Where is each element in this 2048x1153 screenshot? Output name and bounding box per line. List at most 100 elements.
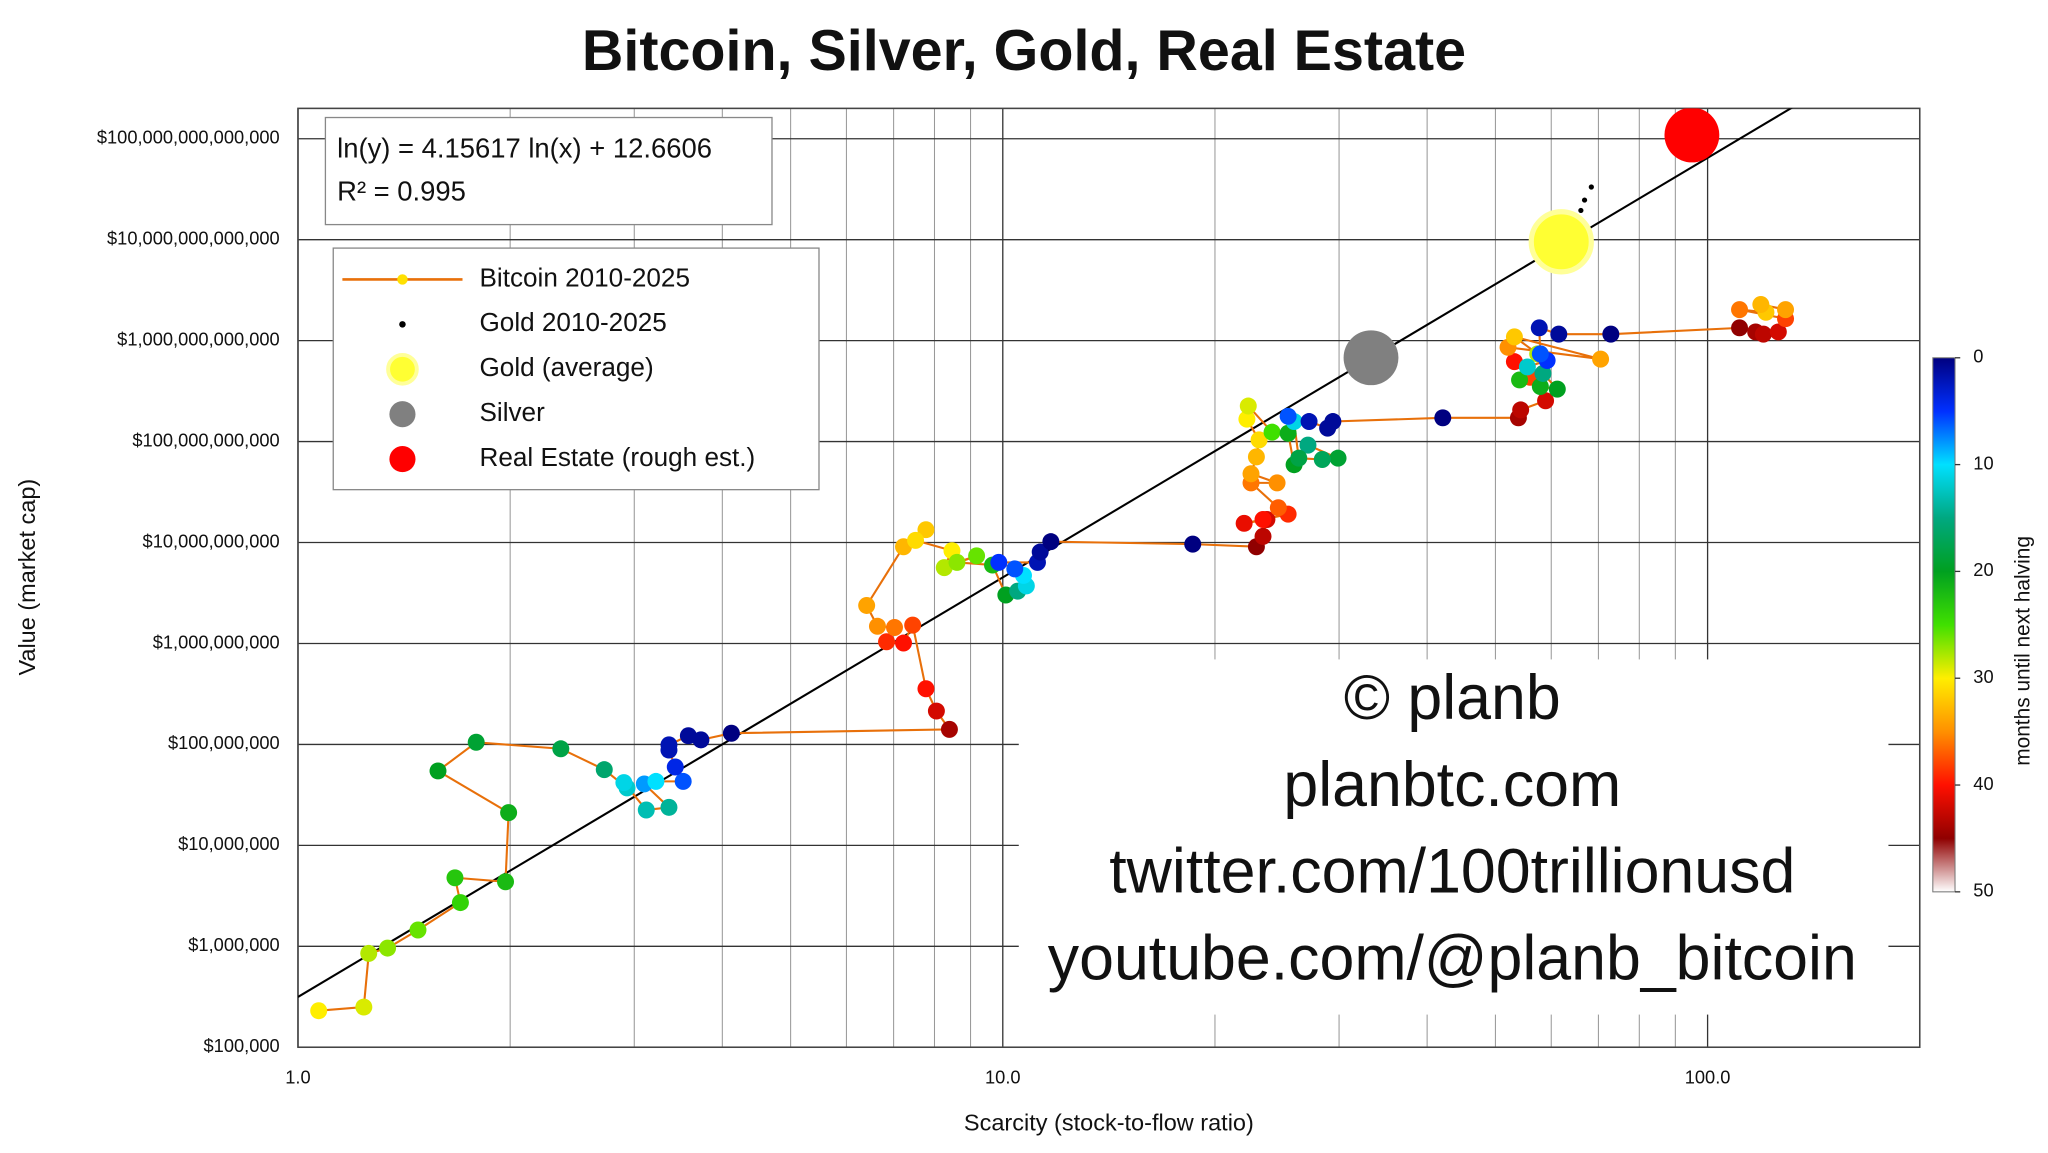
data-point	[1263, 423, 1281, 441]
data-point	[1313, 450, 1331, 468]
y-tick-label: $10,000,000,000,000	[107, 228, 280, 249]
data-point	[1548, 380, 1566, 398]
legend-marker	[399, 321, 406, 328]
y-tick-label: $1,000,000,000	[153, 631, 280, 652]
data-point	[1031, 543, 1049, 561]
data-point	[666, 758, 684, 776]
y-axis-label: Value (market cap)	[14, 479, 40, 676]
legend-label: Gold 2010-2025	[479, 307, 666, 337]
data-point	[1511, 371, 1529, 389]
data-point	[1518, 358, 1536, 376]
y-tick-label: $1,000,000,000,000	[117, 328, 280, 349]
data-point	[1731, 301, 1749, 319]
equation-frame	[324, 116, 773, 226]
data-point	[1269, 499, 1287, 517]
data-point	[1324, 413, 1342, 431]
data-point	[1578, 207, 1584, 214]
legend-marker	[389, 401, 416, 428]
watermark-text: © planb	[1344, 663, 1561, 733]
data-point	[379, 939, 397, 957]
colorbar-tick-label: 10	[1973, 452, 1993, 473]
data-point	[917, 680, 935, 698]
watermark: © planb planbtc.com twitter.com/100trillio…	[1048, 663, 1857, 994]
legend: Bitcoin 2010-2025 Gold 2010-2025 Gold (ave…	[332, 247, 820, 491]
data-point	[1581, 197, 1588, 203]
data-point	[1250, 431, 1268, 449]
colorbar-tick-label: 40	[1973, 773, 1993, 794]
plot-area	[297, 108, 1795, 1020]
data-point	[497, 873, 515, 891]
data-point	[409, 921, 427, 939]
data-point	[895, 634, 912, 652]
fit-line	[297, 108, 1793, 998]
data-point	[858, 596, 876, 614]
x-tick-label: 10.0	[985, 1066, 1021, 1087]
y-tick-label: $10,000,000,000	[143, 530, 280, 551]
legend-label: Silver	[479, 397, 545, 427]
data-point	[1268, 474, 1286, 492]
data-point	[968, 547, 986, 565]
data-point	[1254, 511, 1272, 529]
data-point	[1528, 209, 1594, 275]
x-tick-label: 100.0	[1685, 1066, 1731, 1087]
data-point	[1006, 560, 1024, 578]
data-point	[660, 736, 678, 754]
y-tick-label: $10,000,000	[178, 833, 280, 854]
data-point	[1238, 410, 1256, 428]
colorbar-tick-label: 20	[1973, 559, 1993, 580]
data-point	[1592, 350, 1610, 368]
data-point	[927, 702, 945, 720]
data-point	[552, 740, 570, 758]
data-point	[637, 801, 655, 819]
legend-marker	[397, 274, 408, 285]
watermark-text: planbtc.com	[1283, 750, 1621, 820]
data-point	[1731, 319, 1749, 337]
data-point	[935, 559, 953, 577]
y-tick-label: $1,000,000	[188, 934, 279, 955]
data-point	[1512, 401, 1530, 419]
x-axis-label: Scarcity (stock-to-flow ratio)	[964, 1109, 1254, 1135]
data-point	[1042, 533, 1060, 551]
data-point	[467, 733, 485, 751]
data-point	[1343, 330, 1399, 386]
y-tick-label: $100,000,000,000	[132, 429, 279, 450]
data-point	[1769, 323, 1787, 341]
data-point	[1531, 378, 1549, 396]
data-point	[1242, 465, 1260, 483]
watermark-text: twitter.com/100trillionusd	[1109, 837, 1795, 907]
data-point	[1300, 413, 1318, 431]
fit-r2: R² = 0.995	[337, 176, 466, 207]
legend-label: Real Estate (rough est.)	[479, 442, 755, 472]
x-tick-label: 1.0	[285, 1066, 310, 1087]
legend-marker	[386, 352, 419, 386]
colorbar-tick-label: 50	[1973, 880, 1993, 901]
data-point	[451, 894, 469, 912]
data-point	[1588, 184, 1594, 190]
colorbar-label: months until next halving	[2012, 536, 2035, 766]
watermark-text: youtube.com/@planb_bitcoin	[1048, 924, 1857, 994]
data-point	[1537, 392, 1555, 410]
data-point	[674, 772, 692, 790]
data-point	[1530, 319, 1548, 337]
data-point	[1235, 514, 1253, 532]
data-point	[660, 798, 678, 816]
data-point	[1247, 448, 1265, 466]
y-tick-label: $100,000,000	[168, 732, 280, 753]
colorbar-tick-label: 30	[1973, 666, 1993, 687]
data-point	[310, 1002, 328, 1020]
data-point	[500, 804, 518, 822]
data-point	[355, 998, 373, 1016]
chart-title: Bitcoin, Silver, Gold, Real Estate	[582, 19, 1466, 83]
data-point	[904, 616, 922, 634]
data-point	[1534, 364, 1552, 382]
data-point	[948, 553, 966, 571]
colorbar-tick-label: 0	[1973, 346, 1983, 367]
legend-label: Bitcoin 2010-2025	[479, 262, 689, 292]
data-point	[1752, 296, 1770, 314]
data-point	[1290, 449, 1308, 467]
y-tick-label: $100,000,000,000,000	[97, 127, 280, 148]
watermark-background	[1018, 659, 1889, 1015]
data-point	[1531, 345, 1549, 363]
legend-label: Gold (average)	[479, 352, 653, 382]
